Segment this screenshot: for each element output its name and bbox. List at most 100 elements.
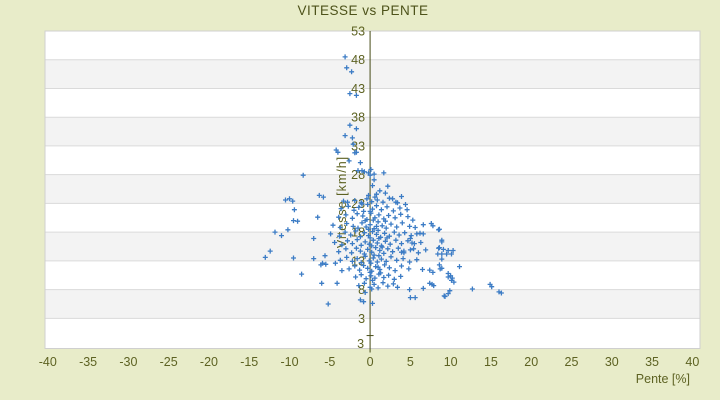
data-point [330, 222, 336, 228]
data-point [380, 280, 386, 286]
data-point [332, 260, 338, 266]
data-point [336, 214, 342, 220]
data-point [410, 217, 416, 223]
data-point [374, 231, 379, 237]
plot-border [44, 30, 701, 349]
data-point [469, 286, 475, 292]
data-point [353, 126, 359, 132]
data-point [370, 277, 375, 283]
data-point [439, 251, 445, 257]
data-point [397, 205, 403, 211]
x-tick-label: 10 [444, 355, 458, 369]
data-point [368, 167, 374, 172]
data-point [370, 237, 376, 243]
data-point [395, 200, 400, 206]
data-point [337, 233, 342, 239]
data-point [342, 54, 348, 60]
x-tick-label: -35 [79, 355, 97, 369]
data-point [345, 238, 350, 244]
data-point [377, 248, 383, 253]
data-point [376, 253, 382, 259]
data-point [374, 223, 379, 229]
data-point [339, 268, 345, 274]
data-point [311, 236, 317, 241]
data-point [375, 227, 381, 233]
data-point [300, 172, 306, 178]
data-point [375, 285, 381, 291]
data-point [365, 246, 371, 252]
data-point [370, 300, 375, 306]
data-point [343, 212, 349, 218]
y-tick-label: 33 [351, 139, 365, 153]
data-point [362, 290, 368, 295]
data-point [371, 281, 377, 287]
x-tick-label: -30 [119, 355, 137, 369]
x-tick-label: -5 [324, 355, 335, 369]
data-point [420, 222, 426, 228]
data-point [367, 222, 373, 228]
data-point [360, 213, 366, 219]
data-point [353, 245, 359, 251]
data-point [450, 248, 456, 253]
data-point [370, 217, 376, 223]
data-point [347, 91, 353, 97]
data-point [339, 242, 345, 248]
data-point [407, 223, 413, 229]
data-point [374, 191, 379, 197]
data-point [355, 225, 361, 231]
data-point [367, 172, 373, 178]
data-point [445, 291, 451, 297]
data-point [498, 290, 504, 296]
data-point [358, 242, 364, 248]
data-point [356, 283, 362, 289]
data-point [349, 69, 355, 75]
data-point [350, 141, 356, 147]
data-point [354, 256, 360, 262]
data-point [295, 218, 301, 224]
x-tick-label: -10 [280, 355, 298, 369]
data-point [381, 170, 387, 176]
data-point [384, 235, 390, 241]
data-point [382, 238, 388, 244]
data-point [445, 248, 451, 253]
data-point [361, 299, 367, 305]
grid-band [45, 59, 700, 89]
data-point [405, 238, 411, 244]
x-tick-label: 15 [484, 355, 498, 369]
data-point [287, 196, 292, 202]
data-point [387, 241, 393, 247]
data-point [369, 249, 375, 255]
data-point [354, 211, 360, 217]
data-point [400, 256, 406, 262]
data-point [368, 273, 374, 279]
data-point [444, 251, 450, 257]
data-point [383, 225, 389, 231]
data-point [388, 254, 394, 260]
data-point [366, 226, 371, 232]
data-point [337, 257, 343, 263]
data-point [272, 229, 278, 235]
data-point [374, 259, 380, 265]
data-point [382, 218, 388, 224]
data-point [283, 197, 288, 203]
y-axis-title: Vitesse [km/h] [335, 156, 349, 248]
data-point [353, 228, 359, 234]
data-point [359, 220, 365, 226]
data-point [406, 266, 412, 272]
data-point [379, 244, 385, 250]
data-point [457, 264, 462, 270]
data-point [352, 198, 358, 203]
data-point [423, 247, 429, 253]
data-point [489, 284, 495, 290]
data-point [358, 260, 364, 266]
data-point [372, 194, 378, 200]
data-point [382, 190, 388, 196]
y-tick-label: 53 [351, 25, 365, 39]
data-point [407, 259, 413, 265]
data-points [262, 54, 504, 307]
data-point [357, 297, 363, 303]
data-point [449, 251, 454, 257]
data-point [399, 220, 405, 226]
data-point [285, 227, 291, 233]
